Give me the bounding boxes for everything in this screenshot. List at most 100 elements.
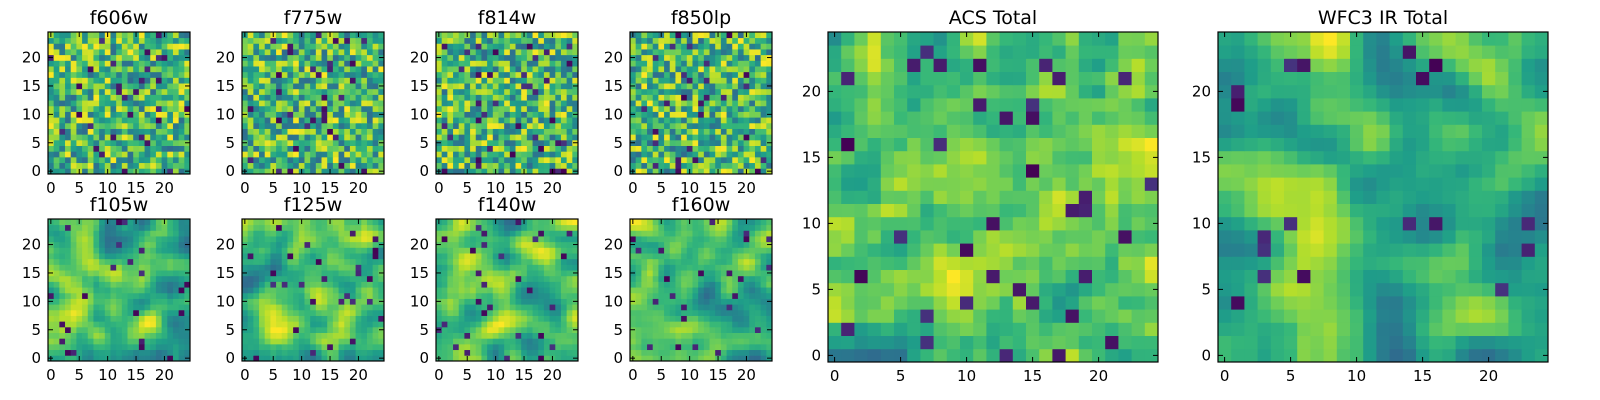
heatmap-cell xyxy=(270,241,277,248)
heatmap-cell xyxy=(349,156,356,164)
heatmap-cell xyxy=(720,281,727,288)
heatmap-cell xyxy=(344,49,351,56)
heatmap-cell xyxy=(138,77,145,84)
heatmap-cell xyxy=(760,168,767,175)
heatmap-cell xyxy=(53,253,60,260)
heatmap-cell xyxy=(372,287,379,294)
heatmap-cell xyxy=(692,88,699,95)
heatmap-cell xyxy=(475,355,482,362)
heatmap-cell xyxy=(538,224,545,231)
heatmap-cell xyxy=(264,309,271,316)
heatmap-cell xyxy=(172,128,180,135)
heatmap-cell xyxy=(641,49,648,56)
heatmap-cell xyxy=(641,94,648,101)
heatmap-cell xyxy=(526,236,533,243)
heatmap-cell xyxy=(247,151,254,158)
heatmap-cell xyxy=(475,168,482,175)
heatmap-cell xyxy=(447,241,454,248)
heatmap-cell xyxy=(481,321,488,328)
heatmap-cell xyxy=(509,37,516,44)
heatmap-cell xyxy=(675,139,682,146)
heatmap-cell xyxy=(470,145,477,152)
heatmap-cell xyxy=(253,117,260,124)
heatmap-cell xyxy=(65,230,72,237)
heatmap-cell xyxy=(703,122,710,129)
heatmap-cell xyxy=(515,219,522,226)
heatmap-cell xyxy=(127,287,134,294)
heatmap-cell xyxy=(686,315,693,322)
heatmap-cell xyxy=(247,111,254,118)
heatmap-cell xyxy=(526,105,533,112)
heatmap-cell xyxy=(116,100,123,107)
heatmap-cell xyxy=(93,168,100,175)
heatmap-cell xyxy=(161,100,168,107)
x-tick-label: 0 xyxy=(434,179,444,197)
heatmap-cell xyxy=(259,241,266,248)
heatmap-cell xyxy=(504,247,511,254)
heatmap-cell xyxy=(144,156,151,164)
heatmap-cell xyxy=(315,332,322,339)
heatmap-cell xyxy=(366,111,374,118)
heatmap-cell xyxy=(332,349,339,356)
heatmap-cell xyxy=(48,156,55,164)
heatmap-cell xyxy=(321,355,328,362)
heatmap-cell xyxy=(664,304,671,311)
heatmap-cell xyxy=(298,83,305,90)
heatmap-cell xyxy=(276,219,283,226)
heatmap-cell xyxy=(253,49,260,56)
heatmap-cell xyxy=(76,309,83,316)
heatmap-cell xyxy=(70,253,77,260)
heatmap-cell xyxy=(447,49,454,56)
heatmap-cell xyxy=(532,253,539,260)
heatmap-cell xyxy=(150,111,157,118)
heatmap-cell xyxy=(766,105,773,112)
heatmap-cell xyxy=(121,309,128,316)
heatmap-cell xyxy=(276,43,283,50)
heatmap-cell xyxy=(475,83,482,90)
heatmap-cell xyxy=(555,230,562,237)
heatmap-cell xyxy=(464,49,471,56)
heatmap-cell xyxy=(641,355,648,362)
heatmap-cell xyxy=(572,49,579,56)
heatmap-cell xyxy=(560,49,568,56)
heatmap-cell xyxy=(99,111,106,118)
heatmap-cell xyxy=(59,66,66,73)
heatmap-cell xyxy=(121,298,128,305)
heatmap-cell xyxy=(155,94,162,101)
heatmap-cell xyxy=(281,37,288,44)
heatmap-cell xyxy=(481,264,488,271)
heatmap-cell xyxy=(59,241,66,248)
heatmap-cell xyxy=(87,134,94,141)
heatmap-cell xyxy=(327,298,334,305)
heatmap-cell xyxy=(264,253,271,260)
heatmap-cell xyxy=(121,60,128,67)
heatmap-cell xyxy=(526,134,533,141)
heatmap-cell xyxy=(521,94,528,101)
heatmap-cell xyxy=(504,355,511,362)
heatmap-cell xyxy=(161,83,168,90)
x-tick-label: 0 xyxy=(240,366,250,384)
heatmap-cell xyxy=(247,253,254,260)
heatmap-cell xyxy=(276,355,283,362)
heatmap-cell xyxy=(99,134,106,141)
heatmap-cell xyxy=(361,275,368,282)
heatmap-cell xyxy=(715,37,722,44)
heatmap-cell xyxy=(338,122,345,129)
heatmap-cell xyxy=(161,321,168,328)
heatmap-cell xyxy=(338,139,345,146)
heatmap-cell xyxy=(293,270,300,277)
heatmap-cell xyxy=(436,60,443,67)
heatmap-cell xyxy=(692,355,699,362)
heatmap-cell xyxy=(492,309,499,316)
heatmap-cell xyxy=(116,88,123,95)
heatmap-cell xyxy=(549,128,556,135)
heatmap-cell xyxy=(366,54,374,61)
heatmap-cell xyxy=(515,94,522,101)
heatmap-cell xyxy=(344,281,351,288)
heatmap-cell xyxy=(355,343,362,351)
heatmap-cell xyxy=(453,88,460,95)
heatmap-cell xyxy=(498,54,505,61)
heatmap-cell xyxy=(144,66,151,73)
heatmap-cell xyxy=(321,236,328,243)
heatmap-cell xyxy=(749,117,756,124)
